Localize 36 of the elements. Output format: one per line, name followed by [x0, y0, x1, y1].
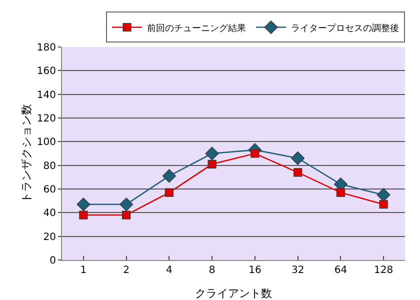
- point: [164, 188, 174, 197]
- point: [294, 168, 302, 177]
- y-tick-label: 20: [43, 232, 56, 243]
- point: [162, 169, 176, 183]
- x-tick-label: 4: [166, 265, 172, 276]
- point: [205, 146, 219, 160]
- legend-label: 前回のチューニング結果: [147, 22, 246, 34]
- y-tick-label: 60: [43, 184, 56, 196]
- y-tick-label: 120: [36, 114, 56, 124]
- y-axis-title: トランザクション数: [20, 104, 33, 203]
- y-tick-label: 80: [43, 160, 56, 172]
- y-tick-label: 160: [36, 66, 56, 78]
- y-tick-label: 140: [36, 90, 56, 101]
- point: [79, 210, 88, 220]
- point: [336, 188, 345, 197]
- x-tick-label: 1: [80, 265, 87, 276]
- point: [76, 198, 90, 212]
- y-tick-label: 180: [36, 42, 56, 54]
- x-tick-label: 64: [334, 265, 348, 276]
- x-tick-label: 8: [208, 265, 216, 276]
- point: [250, 149, 260, 158]
- point: [122, 210, 131, 220]
- y-tick-label: 40: [43, 208, 56, 220]
- x-axis-title: クライアント数: [195, 287, 272, 300]
- x-tick-label: 32: [291, 265, 304, 276]
- point: [208, 160, 216, 168]
- point: [291, 151, 305, 166]
- y-tick-label: 100: [36, 137, 56, 148]
- legend-label: ライタープロセスの調整後: [291, 22, 399, 34]
- x-tick-label: 16: [248, 265, 262, 276]
- y-tick-label: 0: [50, 256, 56, 266]
- point: [120, 198, 134, 212]
- point: [379, 200, 388, 209]
- point: [376, 188, 390, 202]
- x-tick-label: 128: [374, 265, 394, 276]
- x-tick-label: 2: [123, 265, 130, 276]
